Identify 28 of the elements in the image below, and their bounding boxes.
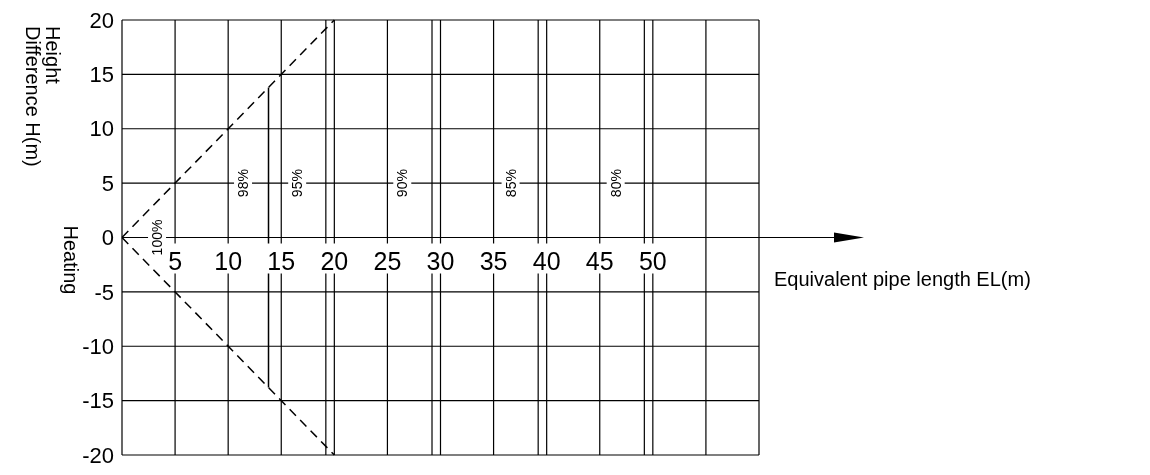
y-tick-label: 10: [89, 116, 114, 142]
x-tick-label: 15: [267, 246, 296, 275]
annotation: 100%: [149, 219, 166, 256]
annotation: 85%: [502, 169, 519, 198]
y-axis-title: Height Difference H(m): [22, 26, 64, 167]
y-tick-label: -15: [82, 388, 114, 414]
x-tick-label: 25: [373, 246, 402, 275]
x-tick-label: 20: [320, 246, 349, 275]
y-tick-label: 20: [89, 7, 114, 33]
text: Heating: [60, 225, 82, 295]
annotation: 80%: [607, 169, 624, 198]
y-tick-label: 5: [101, 170, 114, 196]
y-tick-label: -5: [94, 279, 114, 305]
y-tick-label: -20: [82, 442, 114, 468]
x-tick-label: 45: [585, 246, 614, 275]
x-tick-label: 30: [426, 246, 455, 275]
x-tick-label: 10: [214, 246, 243, 275]
y-tick-label: 0: [101, 225, 114, 251]
annotation: 95%: [289, 169, 306, 198]
x-axis-title: Equivalent pipe length EL(m): [774, 267, 1031, 290]
x-tick-label: 5: [168, 246, 183, 275]
x-tick-label: 35: [479, 246, 508, 275]
y-tick-label: 15: [89, 62, 114, 88]
annotation: 98%: [235, 169, 252, 198]
x-tick-label: 50: [638, 246, 667, 275]
x-tick-label: 40: [532, 246, 561, 275]
y-tick-label: -10: [82, 333, 114, 359]
annotation: 90%: [394, 169, 411, 198]
